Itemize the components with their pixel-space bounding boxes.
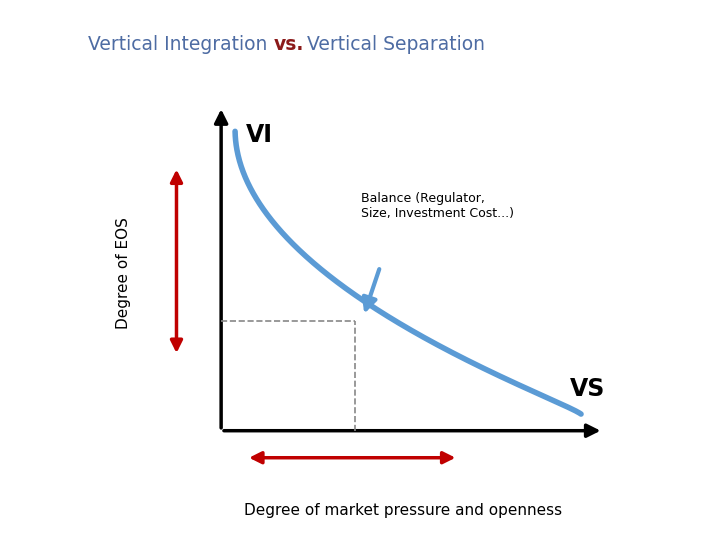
Text: Balance (Regulator,
Size, Investment Cost...): Balance (Regulator, Size, Investment Cos… — [361, 192, 513, 220]
Text: Degree of market pressure and openness: Degree of market pressure and openness — [244, 503, 562, 518]
Text: Vertical Separation: Vertical Separation — [301, 35, 485, 54]
Text: Degree of EOS: Degree of EOS — [116, 217, 131, 329]
Text: vs.: vs. — [274, 35, 304, 54]
Text: Vertical Integration: Vertical Integration — [89, 35, 274, 54]
Text: VI: VI — [246, 123, 274, 147]
Text: VS: VS — [570, 377, 606, 401]
